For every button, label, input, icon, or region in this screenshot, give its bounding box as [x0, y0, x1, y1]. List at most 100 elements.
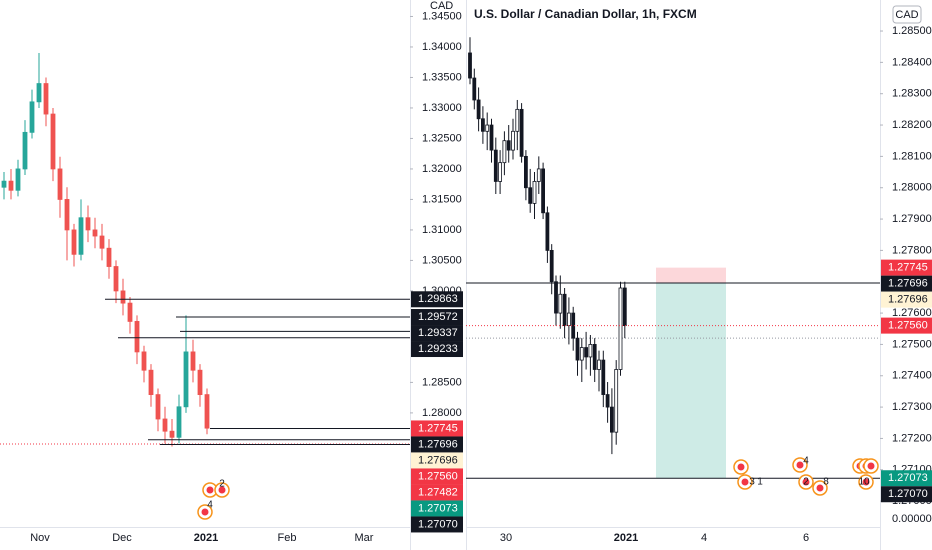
y-tick-label: 1.28100 [892, 150, 932, 162]
price-label-box [411, 291, 463, 308]
price-label: 1.27560 [418, 470, 458, 482]
candle-body [493, 149, 498, 182]
event-count: 3 [749, 477, 755, 488]
currency-label: CAD [895, 9, 918, 21]
price-label-box [411, 325, 463, 342]
price-label: 1.29233 [418, 343, 458, 355]
price-label: 1.27745 [418, 422, 458, 434]
candle-body [22, 131, 28, 170]
candle-body [197, 369, 203, 396]
y-tick-label: 1.28200 [892, 119, 932, 131]
price-label-box [881, 275, 932, 292]
price-label-box [411, 484, 463, 501]
y-tick-label: 1.28000 [422, 407, 462, 419]
price-label-box [881, 317, 932, 334]
candle-body [592, 344, 597, 370]
y-tick-label: 1.28500 [892, 25, 932, 37]
event-flag-core [816, 484, 824, 492]
x-tick-label: Nov [30, 532, 50, 544]
event-flag-core [218, 486, 226, 494]
event-count: 1 [757, 477, 763, 488]
candle-body [498, 162, 503, 182]
candle-body [162, 418, 168, 432]
x-tick-label: 2021 [614, 532, 638, 544]
currency-box[interactable] [892, 5, 922, 24]
price-label: 1.27073 [888, 472, 928, 484]
y-tick-label: 1.32000 [422, 163, 462, 175]
price-label: 1.27696 [418, 438, 458, 450]
candle-body [1, 180, 7, 188]
y-tick-label: 1.27400 [892, 370, 932, 382]
candle-body [15, 168, 21, 191]
event-flag-core [802, 478, 810, 486]
event-count: 2 [219, 479, 225, 490]
candle-body [36, 83, 42, 103]
x-tick-label: Dec [112, 532, 132, 544]
candle-body [134, 321, 140, 353]
y-tick-label: 1.32500 [422, 132, 462, 144]
candle-body [29, 101, 35, 133]
y-tick-label: 1.34500 [422, 10, 462, 22]
candle-body [618, 287, 623, 370]
x-tick-label: Mar [355, 532, 374, 544]
candle-body [614, 369, 619, 433]
chart-title: U.S. Dollar / Canadian Dollar, 1h, FXCM [474, 7, 697, 21]
y-tick-label: 1.33500 [422, 71, 462, 83]
x-tick-label: Feb [278, 532, 297, 544]
candle-body [575, 337, 580, 361]
price-label-box [881, 259, 932, 276]
price-label-box [411, 452, 463, 469]
y-tick-label: 1.34000 [422, 41, 462, 53]
y-tick-label: 1.27600 [892, 307, 932, 319]
candle-body [50, 113, 56, 170]
y-tick-label: 1.28000 [892, 182, 932, 194]
candle-body [506, 140, 511, 151]
price-label: 1.27560 [888, 320, 928, 332]
candle-body [549, 249, 554, 283]
x-tick-label: 2021 [194, 532, 218, 544]
y-tick-label: 1.28400 [892, 56, 932, 68]
candle-body [127, 302, 133, 322]
candle-body [558, 293, 563, 314]
candle-body [99, 235, 105, 249]
event-count: 2 [803, 477, 809, 488]
candle-body [610, 406, 614, 433]
candle-body [204, 394, 210, 429]
stop-zone [656, 267, 726, 283]
candle-body [597, 359, 601, 370]
y-tick-label: 1.27900 [892, 213, 932, 225]
candle-body [489, 124, 494, 151]
price-label: 1.27073 [418, 502, 458, 514]
x-tick-label: 6 [803, 532, 809, 544]
candle-body [113, 266, 119, 292]
candle-body [536, 168, 541, 182]
candle-body [584, 347, 588, 358]
price-label: 1.27482 [418, 486, 458, 498]
price-label: 1.27070 [418, 518, 458, 530]
candle-body [515, 108, 520, 132]
y-tick-label: 1.31500 [422, 193, 462, 205]
candle-body [120, 290, 126, 304]
event-count: 4 [803, 456, 809, 467]
candle-body [155, 394, 161, 420]
price-label: 1.27696 [888, 294, 928, 306]
price-label: 1.29572 [418, 311, 458, 323]
price-label-box [411, 468, 463, 485]
candle-body [468, 52, 472, 79]
candle-body [472, 77, 477, 101]
y-tick-label: 1.27300 [892, 401, 932, 413]
price-label-box [881, 291, 932, 308]
candle-body [588, 344, 593, 358]
candle-body [532, 181, 537, 204]
price-label: 1.29863 [418, 293, 458, 305]
price-label-box [411, 309, 463, 326]
candle-body [519, 108, 524, 157]
x-tick-label: 30 [500, 532, 512, 544]
candle-body [85, 217, 91, 231]
candle-body [176, 406, 182, 438]
event-flag-core [737, 463, 745, 471]
candle-body [480, 118, 485, 132]
y-tick-label: 1.33000 [422, 102, 462, 114]
